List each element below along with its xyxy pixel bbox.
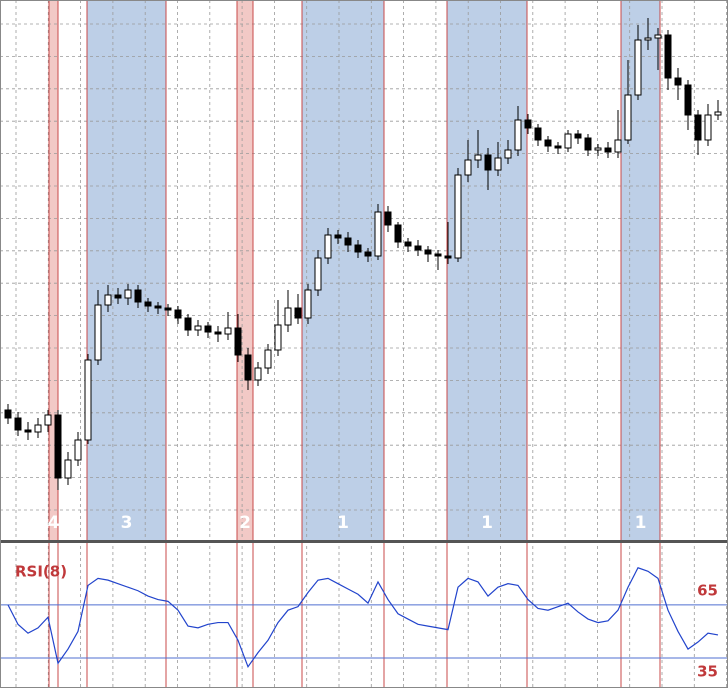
- candle-body: [234, 327, 242, 356]
- candle-body: [154, 305, 162, 309]
- candle-body: [654, 34, 662, 39]
- candle-body: [494, 157, 502, 171]
- candle-body: [374, 211, 382, 257]
- candle-body: [714, 111, 722, 116]
- candle-body: [334, 234, 342, 239]
- zones: [49, 0, 660, 540]
- zone-label: 1: [337, 513, 349, 533]
- rsi-line: [7, 567, 719, 669]
- candle-body: [194, 325, 202, 331]
- candle-body: [704, 114, 712, 141]
- candle-body: [224, 327, 232, 335]
- candle-body: [684, 84, 692, 116]
- candle-body: [84, 359, 92, 441]
- candle-body: [634, 39, 642, 96]
- candle-body: [544, 139, 552, 147]
- candle-body: [344, 237, 352, 246]
- candle-body: [624, 94, 632, 141]
- candle-body: [394, 224, 402, 243]
- zone: [49, 0, 58, 540]
- candle-body: [134, 289, 142, 303]
- candle-body: [54, 414, 62, 479]
- candle-body: [114, 294, 122, 299]
- candle-body: [414, 245, 422, 251]
- candle-body: [594, 147, 602, 151]
- candle-body: [284, 307, 292, 326]
- panel-separator: [0, 540, 728, 543]
- candle-body: [464, 159, 472, 176]
- candle-body: [164, 307, 172, 311]
- candle-body: [94, 304, 102, 361]
- candle-body: [144, 301, 152, 307]
- candle-body: [424, 249, 432, 255]
- candle-body: [614, 139, 622, 153]
- candle-body: [524, 119, 532, 129]
- zone-label: 4: [48, 513, 60, 533]
- candle-body: [304, 289, 312, 319]
- candle-body: [514, 119, 522, 151]
- candle-body: [484, 154, 492, 171]
- candle-body: [584, 137, 592, 151]
- candle-body: [4, 409, 12, 419]
- candle-body: [364, 251, 372, 257]
- candle-body: [454, 174, 462, 259]
- candle-body: [324, 234, 332, 259]
- candle-body: [644, 37, 652, 41]
- candle-body: [124, 289, 132, 299]
- candle-body: [444, 255, 452, 259]
- candle-body: [694, 114, 702, 141]
- candle-body: [184, 317, 192, 331]
- candle-body: [554, 145, 562, 149]
- candle-body: [14, 417, 22, 431]
- candle-body: [354, 244, 362, 253]
- zone-label: 1: [635, 513, 647, 533]
- candle-body: [504, 149, 512, 159]
- rsi-level-label: 35: [697, 662, 718, 680]
- candle-body: [204, 325, 212, 333]
- candle-body: [264, 349, 272, 369]
- candle-body: [274, 324, 282, 351]
- zone: [237, 0, 253, 540]
- candle-body: [534, 127, 542, 141]
- zone-label: 2: [239, 513, 251, 533]
- candle-body: [434, 253, 442, 257]
- candle-body: [44, 414, 52, 426]
- rsi-panel: 65 35: [0, 567, 728, 680]
- candle-body: [244, 354, 252, 381]
- candle-body: [104, 294, 112, 306]
- candle-body: [74, 439, 82, 461]
- candle-body: [674, 77, 682, 86]
- candle-body: [564, 133, 572, 149]
- candle-body: [24, 429, 32, 433]
- candle-body: [604, 147, 612, 153]
- candle-body: [214, 331, 222, 335]
- candle-body: [404, 241, 412, 247]
- zone-label: 3: [121, 513, 133, 533]
- candle-body: [574, 133, 582, 139]
- candle-body: [174, 309, 182, 319]
- candle-body: [34, 424, 42, 433]
- rsi-label: RSI(8): [15, 563, 67, 581]
- zone-label: 1: [481, 513, 493, 533]
- zone: [447, 0, 527, 540]
- candle-body: [314, 257, 322, 291]
- zone: [302, 0, 384, 540]
- candle-body: [474, 154, 482, 161]
- candle-body: [64, 459, 72, 479]
- candles: [4, 18, 722, 490]
- rsi-level-label: 65: [697, 581, 718, 599]
- candle-body: [254, 367, 262, 381]
- zone: [87, 0, 166, 540]
- candle-body: [384, 211, 392, 226]
- candle-body: [294, 307, 302, 319]
- candle-body: [664, 34, 672, 79]
